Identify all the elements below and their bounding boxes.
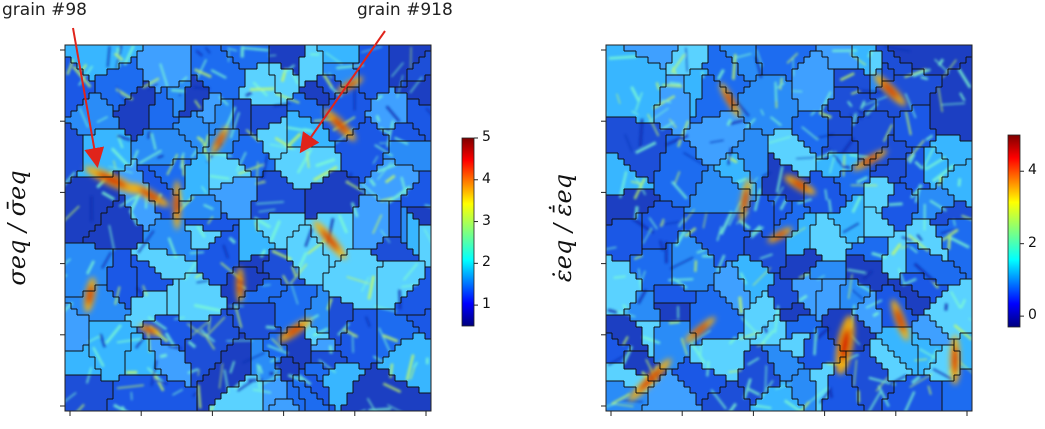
strain-rate-map-panel <box>583 45 983 418</box>
colorbar-tick-label: 2 <box>482 254 491 270</box>
stress-colorbar-ticks <box>474 138 478 305</box>
colorbar-tick-label: 2 <box>1028 235 1037 251</box>
colorbar-tick-label: 0 <box>1028 307 1037 323</box>
stress-map-panel <box>53 28 439 425</box>
colorbar-tick-label: 5 <box>482 129 491 145</box>
stress-ylabel: σeq / σ̄eq <box>3 153 31 303</box>
strain-rate-colorbar-ticks <box>1020 171 1024 316</box>
strain-rate-colorbar <box>1008 135 1024 327</box>
colorbar-tick-label: 4 <box>482 171 491 187</box>
stress-colorbar-gradient <box>462 138 474 326</box>
stress-field <box>53 45 439 425</box>
strain-rate-field <box>583 45 983 418</box>
strain-rate-colorbar-gradient <box>1008 135 1020 327</box>
grain-918-label: grain #918 <box>357 0 453 20</box>
colorbar-tick-label: 1 <box>482 296 491 312</box>
colorbar-tick-label: 4 <box>1028 162 1037 178</box>
strain-rate-ylabel: ε̇eq / ε̄̇eq <box>549 153 577 303</box>
stress-colorbar <box>462 138 478 326</box>
colorbar-tick-label: 3 <box>482 213 491 229</box>
grain-98-label: grain #98 <box>2 0 87 20</box>
